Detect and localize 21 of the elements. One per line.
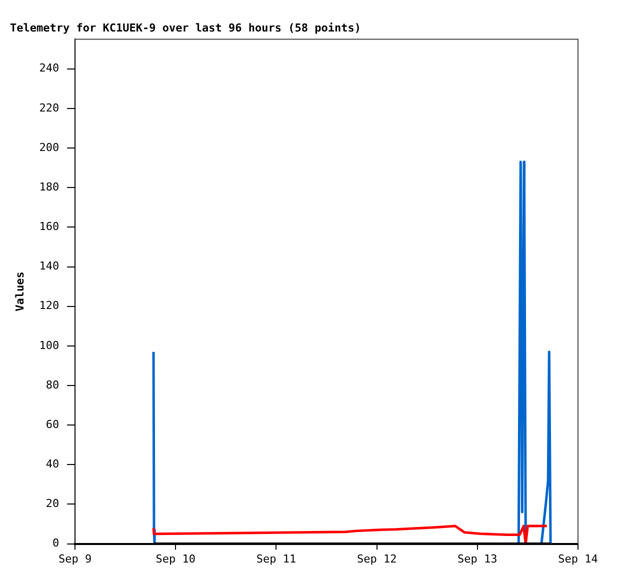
- y-tick-label: 240: [39, 62, 60, 75]
- x-tick-label: Sep 13: [458, 552, 498, 566]
- y-tick-label: 220: [39, 101, 60, 114]
- x-tick-label: Sep 14: [558, 552, 598, 566]
- y-tick-label: 120: [39, 299, 60, 312]
- y-tick-label: 60: [46, 418, 60, 431]
- y-tick-label: 180: [39, 180, 60, 194]
- y-tick-label: 40: [46, 458, 60, 471]
- x-tick-label: Sep 11: [256, 552, 296, 566]
- chart-title: Telemetry for KC1UEK-9 over last 96 hours (58 points): [10, 21, 361, 34]
- x-tick-label: Sep 9: [58, 552, 92, 566]
- y-axis-title: Values: [13, 272, 26, 312]
- y-tick-label: 140: [39, 260, 60, 273]
- y-tick-label: 200: [39, 140, 60, 154]
- x-tick-label: Sep 10: [156, 552, 196, 566]
- y-tick-label: 80: [46, 378, 60, 392]
- x-tick-label: Sep 12: [356, 552, 397, 566]
- y-tick-label: 160: [39, 220, 60, 234]
- y-tick-label: 20: [46, 497, 60, 510]
- y-tick-label: 100: [39, 338, 60, 352]
- y-tick-label: 0: [52, 536, 60, 550]
